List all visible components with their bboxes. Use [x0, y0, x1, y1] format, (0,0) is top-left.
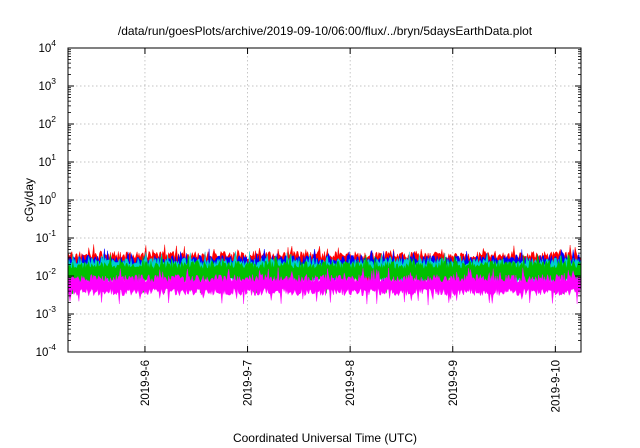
- y-tick-label: 10-1: [36, 228, 57, 245]
- x-tick-label: 2019-9-6: [140, 360, 152, 406]
- x-axis: 2019-9-6 2019-9-7 2019-9-8 2019-9-9 2019-9-1…: [140, 48, 562, 412]
- y-tick-label: 100: [38, 190, 56, 207]
- y-tick-label: 10-2: [36, 266, 57, 283]
- grid: [68, 48, 581, 352]
- y-tick-label: 101: [38, 152, 56, 169]
- chart-title: /data/run/goesPlots/archive/2019-09-10/0…: [118, 24, 533, 38]
- y-axis: 10-4 10-3 10-2 10-1 100 101 102 103 104: [36, 38, 581, 359]
- y-tick-label: 10-4: [36, 342, 57, 359]
- x-tick-label: 2019-9-10: [550, 360, 562, 412]
- y-axis-label: cGy/day: [22, 178, 36, 222]
- series-group: [67, 244, 582, 306]
- y-tick-label: 103: [38, 76, 56, 93]
- y-tick-label: 102: [38, 114, 56, 131]
- y-tick-label: 10-3: [36, 304, 57, 321]
- x-tick-label: 2019-9-8: [345, 360, 357, 406]
- x-axis-label: Coordinated Universal Time (UTC): [233, 431, 417, 445]
- x-tick-label: 2019-9-7: [243, 360, 255, 406]
- y-tick-label: 104: [38, 38, 56, 55]
- x-tick-label: 2019-9-9: [448, 360, 460, 406]
